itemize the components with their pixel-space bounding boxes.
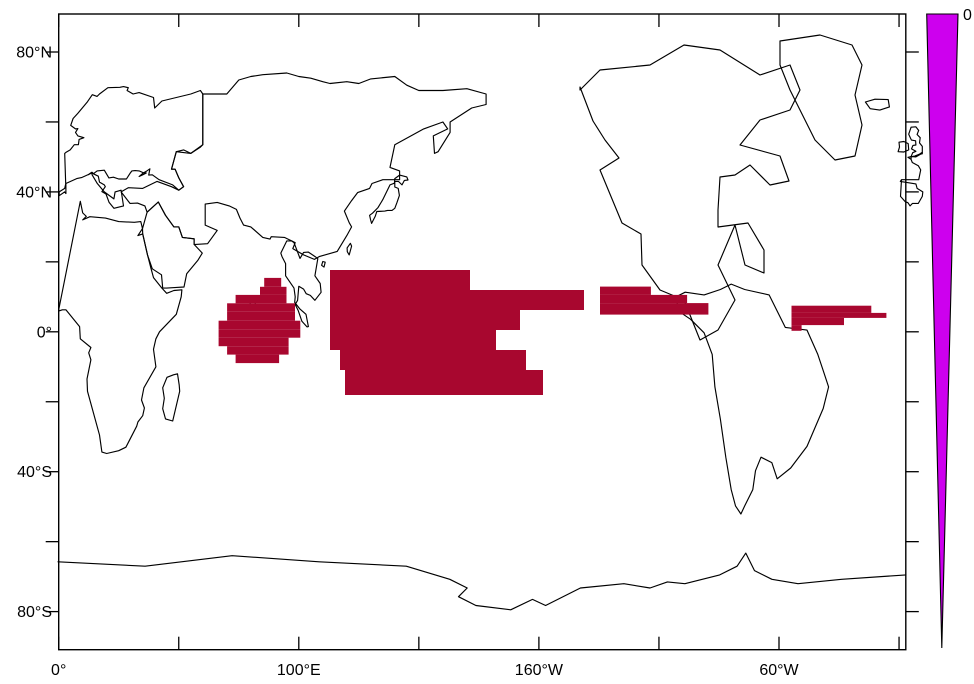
svg-text:0: 0 [963, 7, 972, 24]
svg-text:40°S: 40°S [17, 464, 52, 481]
svg-text:0°: 0° [37, 324, 52, 341]
svg-text:160°W: 160°W [515, 662, 564, 679]
svg-text:100°E: 100°E [277, 662, 321, 679]
svg-text:40°N: 40°N [16, 184, 52, 201]
svg-text:60°W: 60°W [759, 662, 799, 679]
svg-text:80°S: 80°S [17, 604, 52, 621]
svg-text:80°N: 80°N [16, 45, 52, 62]
svg-text:0°: 0° [51, 662, 66, 679]
